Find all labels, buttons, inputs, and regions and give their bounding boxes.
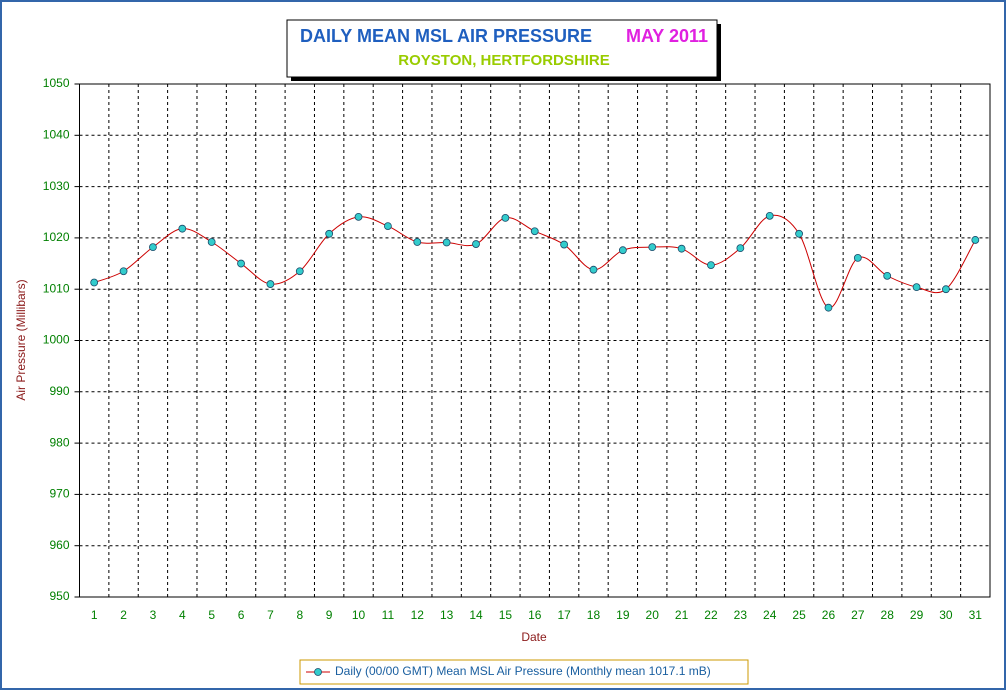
x-axis-title: Date (521, 630, 547, 644)
x-tick-label: 21 (675, 608, 689, 622)
data-point (736, 244, 745, 253)
data-point (530, 227, 539, 236)
x-tick-label: 6 (238, 608, 245, 622)
x-tick-label: 10 (352, 608, 366, 622)
data-point (795, 229, 803, 238)
y-tick-label: 1010 (43, 281, 70, 295)
data-point (942, 285, 950, 294)
data-point (413, 238, 422, 246)
x-tick-label: 1 (91, 608, 98, 622)
x-tick-label: 23 (734, 608, 748, 622)
data-point (472, 240, 480, 248)
x-tick-label: 16 (528, 608, 542, 622)
data-point (560, 240, 569, 249)
data-point (853, 254, 862, 262)
data-point (971, 236, 980, 244)
y-tick-label: 1000 (43, 333, 70, 347)
plot-area (79, 83, 991, 598)
x-tick-label: 3 (150, 608, 157, 622)
data-point (149, 243, 157, 252)
data-point (90, 278, 99, 287)
y-tick-label: 990 (49, 384, 69, 398)
x-tick-label: 13 (440, 608, 454, 622)
data-point (207, 238, 216, 246)
x-tick-label: 22 (704, 608, 718, 622)
data-point (501, 213, 510, 222)
data-point (618, 246, 627, 255)
y-tick-label: 950 (49, 589, 69, 603)
y-tick-label: 960 (49, 538, 69, 552)
title-box (286, 19, 718, 78)
data-point (883, 271, 892, 280)
data-point (648, 243, 657, 252)
y-axis-title: Air Pressure (Millibars) (14, 279, 28, 400)
data-point (707, 261, 715, 269)
x-tick-label: 24 (763, 608, 777, 622)
chart-title-date: MAY 2011 (626, 26, 708, 46)
y-tick-label: 970 (49, 487, 69, 501)
y-tick-label: 1030 (43, 179, 70, 193)
x-tick-label: 5 (208, 608, 215, 622)
x-tick-label: 25 (792, 608, 806, 622)
legend-label: Daily (00/00 GMT) Mean MSL Air Pressure … (335, 664, 711, 678)
data-point (824, 303, 833, 312)
data-point (383, 222, 392, 231)
legend-marker (314, 668, 322, 676)
chart-subtitle: ROYSTON, HERTFORDSHIRE (398, 52, 609, 69)
x-tick-label: 18 (587, 608, 601, 622)
x-tick-label: 19 (616, 608, 630, 622)
x-tick-label: 20 (646, 608, 660, 622)
x-tick-label: 8 (296, 608, 303, 622)
y-tick-label: 1020 (43, 230, 70, 244)
data-point (119, 267, 128, 276)
data-point (912, 283, 921, 292)
x-tick-label: 30 (939, 608, 953, 622)
data-point (178, 224, 187, 233)
chart-title: DAILY MEAN MSL AIR PRESSURE (300, 26, 592, 46)
data-point (266, 280, 275, 288)
x-tick-label: 9 (326, 608, 333, 622)
data-point (237, 259, 245, 268)
x-tick-label: 17 (557, 608, 571, 622)
x-tick-label: 14 (469, 608, 483, 622)
x-tick-label: 28 (881, 608, 895, 622)
x-tick-label: 29 (910, 608, 924, 622)
x-tick-label: 11 (382, 608, 395, 622)
x-tick-label: 2 (120, 608, 127, 622)
data-point (677, 244, 686, 253)
data-point (442, 238, 451, 247)
x-tick-label: 12 (411, 608, 425, 622)
x-tick-label: 27 (851, 608, 865, 622)
legend (299, 659, 749, 685)
y-tick-label: 1050 (43, 76, 70, 90)
y-tick-label: 980 (49, 435, 69, 449)
x-tick-label: 15 (499, 608, 513, 622)
x-tick-label: 4 (179, 608, 186, 622)
x-tick-label: 26 (822, 608, 836, 622)
x-tick-label: 31 (969, 608, 983, 622)
data-point (295, 267, 304, 276)
data-point (589, 265, 598, 274)
data-point (765, 211, 774, 220)
data-point (325, 229, 334, 238)
y-tick-label: 1040 (43, 127, 70, 141)
x-tick-label: 7 (267, 608, 274, 622)
data-point (354, 212, 363, 221)
